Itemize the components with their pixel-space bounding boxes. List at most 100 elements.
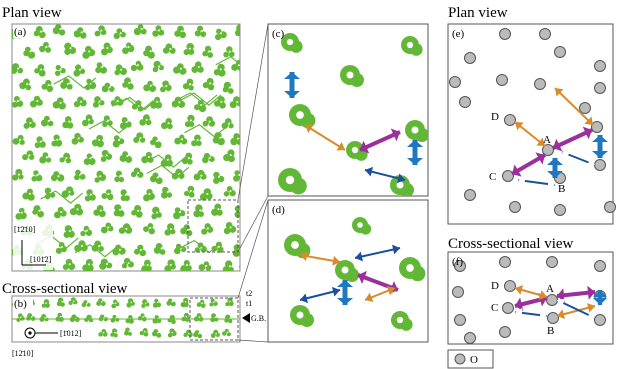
hole: [80, 101, 82, 103]
precipitate: [26, 117, 33, 124]
atom: [460, 97, 471, 108]
precipitate: [15, 213, 22, 220]
site-label: D: [491, 280, 499, 292]
hole: [209, 82, 211, 84]
hole: [128, 82, 130, 84]
hole: [129, 331, 130, 332]
precipitate: [55, 70, 61, 76]
panel-label: (a): [14, 26, 27, 38]
precipitate: [114, 333, 118, 337]
site-label: D: [491, 111, 499, 123]
precipitate: [35, 142, 41, 148]
precipitate: [143, 194, 150, 201]
hole: [126, 155, 128, 157]
precipitate: [242, 195, 248, 201]
precipitate: [241, 259, 248, 266]
precipitate: [225, 329, 229, 333]
site-label: A: [543, 134, 551, 146]
hole: [186, 316, 187, 317]
hole: [245, 158, 247, 160]
atom: [465, 190, 476, 201]
hole: [128, 262, 130, 264]
precipitate: [224, 191, 230, 197]
hole: [186, 264, 188, 266]
gb-label: G.B.: [251, 314, 266, 323]
hole: [209, 157, 211, 159]
hole: [229, 265, 231, 267]
precipitate: [243, 81, 250, 88]
atom: [595, 61, 606, 72]
precipitate: [84, 158, 91, 165]
hole: [397, 317, 403, 323]
atom: [465, 53, 476, 64]
hole: [181, 138, 183, 140]
hole: [296, 111, 304, 119]
hole: [167, 159, 169, 161]
hole: [189, 83, 191, 85]
hole: [230, 154, 232, 156]
hole: [237, 138, 239, 140]
hole: [219, 137, 221, 139]
atom: [503, 303, 514, 314]
hole: [18, 173, 20, 175]
zoom-line: [238, 196, 268, 252]
precipitate: [236, 24, 243, 31]
precipitate: [225, 302, 229, 306]
hole: [40, 31, 42, 33]
precipitate: [160, 87, 166, 93]
atom: [592, 122, 603, 133]
precipitate: [26, 85, 32, 91]
hole: [48, 120, 50, 122]
hole: [157, 176, 159, 178]
atom: [497, 75, 508, 86]
precipitate: [225, 260, 232, 267]
hole: [131, 302, 132, 303]
hole: [88, 119, 90, 121]
hole: [205, 265, 207, 267]
precipitate: [243, 223, 250, 230]
atom: [548, 313, 559, 324]
hole: [218, 246, 220, 248]
precipitate: [247, 50, 253, 56]
precipitate: [152, 207, 159, 214]
hole: [229, 301, 230, 302]
heading: Plan view: [2, 5, 62, 21]
precipitate: [131, 65, 137, 71]
hole: [137, 64, 139, 66]
atom: [500, 29, 511, 40]
zoom-line: [238, 200, 268, 298]
precipitate: [31, 176, 37, 182]
hole: [357, 222, 363, 228]
hole: [86, 303, 87, 304]
hole: [65, 157, 67, 159]
panel-label: (d): [272, 204, 285, 216]
hole: [90, 194, 92, 196]
hole: [250, 82, 252, 84]
hole: [347, 72, 354, 79]
hole: [180, 68, 182, 70]
atom: [547, 257, 558, 268]
precipitate: [95, 31, 101, 37]
atom: [547, 295, 558, 306]
hole: [29, 122, 31, 124]
hole: [60, 316, 61, 317]
axis-label: [1̄2̄10]: [14, 225, 36, 234]
hole: [20, 316, 21, 317]
precipitate: [248, 78, 254, 84]
axis-label: [1̄012]: [60, 329, 82, 338]
precipitate: [244, 44, 250, 50]
layer-label: t1: [246, 299, 252, 308]
hole: [209, 121, 211, 123]
precipitate: [51, 141, 57, 147]
hole: [228, 123, 230, 125]
hole: [220, 68, 222, 70]
hole: [170, 228, 172, 230]
precipitate: [242, 117, 249, 124]
hole: [115, 302, 116, 303]
hole: [40, 68, 42, 70]
hole: [77, 208, 79, 210]
hole: [56, 139, 58, 141]
hole: [30, 50, 32, 52]
hole: [190, 119, 192, 121]
precipitate: [205, 46, 212, 53]
